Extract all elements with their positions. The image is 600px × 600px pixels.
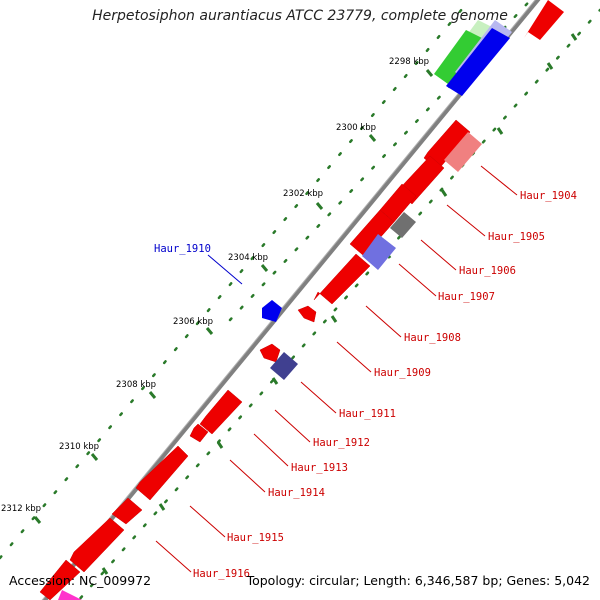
- green-feature: [434, 30, 486, 84]
- cds-grey: [390, 212, 416, 238]
- cds-colored: [58, 132, 482, 600]
- tick-label: 2306 kbp: [173, 317, 213, 327]
- cds-haur-1914: [135, 445, 189, 501]
- map-title: Herpetosiphon aurantiacus ATCC 23779, co…: [92, 8, 508, 24]
- genome-stats: Topology: circular; Length: 6,346,587 bp…: [246, 573, 590, 588]
- gene-label-haur-1912: Haur_1912: [313, 437, 370, 449]
- topology-label: Topology:: [246, 573, 306, 588]
- cds-c: [259, 343, 281, 363]
- tick-label: 2300 kbp: [336, 123, 376, 133]
- label-leader-haur-1910: [207, 254, 243, 285]
- genes-label: Genes:: [506, 573, 551, 588]
- length-value: 6,346,587 bp: [414, 573, 499, 588]
- gene-label-haur-1916: Haur_1916: [193, 568, 250, 580]
- cds-purple: [362, 234, 396, 270]
- rna-features: [434, 20, 512, 96]
- cds-haur-1912: [199, 389, 243, 435]
- length-label: Length:: [363, 573, 411, 588]
- gene-label-haur-1913: Haur_1913: [291, 462, 348, 474]
- tick-label: 2312 kbp: [1, 504, 41, 514]
- cds-top-right: [524, 0, 564, 40]
- accession-value: NC_009972: [79, 573, 152, 588]
- cds-haur-1910: [262, 300, 282, 322]
- label-leaders: [155, 165, 518, 573]
- cds-haur-1908: [313, 253, 371, 305]
- gene-labels: Haur_1904 Haur_1905 Haur_1906 Haur_1907 …: [154, 190, 577, 580]
- cds-navy: [270, 352, 298, 380]
- cds-bottom: [39, 559, 81, 600]
- accession-label: Accession:: [9, 573, 76, 588]
- gene-label-haur-1914: Haur_1914: [268, 487, 325, 499]
- cds-inner: [39, 119, 471, 600]
- tick-label: 2304 kbp: [228, 253, 268, 263]
- gene-label-haur-1906: Haur_1906: [459, 265, 516, 277]
- tick-label: 2310 kbp: [59, 442, 99, 452]
- gene-label-haur-1904: Haur_1904: [520, 190, 577, 202]
- scale-ticks: [33, 33, 578, 575]
- cds-pink: [444, 132, 482, 172]
- topology-value: circular: [309, 573, 356, 588]
- accession-info: Accession: NC_009972: [9, 573, 151, 588]
- gene-label-haur-1907: Haur_1907: [438, 291, 495, 303]
- highlighted-gene: [262, 300, 282, 322]
- tick-label: 2308 kbp: [116, 380, 156, 390]
- gene-label-haur-1909: Haur_1909: [374, 367, 431, 379]
- tick-label: 2302 kbp: [283, 189, 323, 199]
- cds-haur-1913: [189, 423, 209, 443]
- cds-outer: [524, 0, 564, 40]
- cds-magenta: [58, 590, 82, 600]
- cds-haur-1916: [69, 517, 125, 573]
- genes-value: 5,042: [554, 573, 590, 588]
- gene-label-haur-1908: Haur_1908: [404, 332, 461, 344]
- gene-label-haur-1915: Haur_1915: [227, 532, 284, 544]
- gene-label-haur-1905: Haur_1905: [488, 231, 545, 243]
- cds-haur-1909: [297, 305, 317, 323]
- tick-label: 2298 kbp: [389, 57, 429, 67]
- tick-labels: 2298 kbp 2300 kbp 2302 kbp 2304 kbp 2306…: [1, 57, 429, 514]
- gene-label-haur-1910: Haur_1910: [154, 243, 211, 255]
- blue-feature: [446, 28, 510, 96]
- gene-label-haur-1911: Haur_1911: [339, 408, 396, 420]
- cds-haur-1915: [111, 497, 143, 525]
